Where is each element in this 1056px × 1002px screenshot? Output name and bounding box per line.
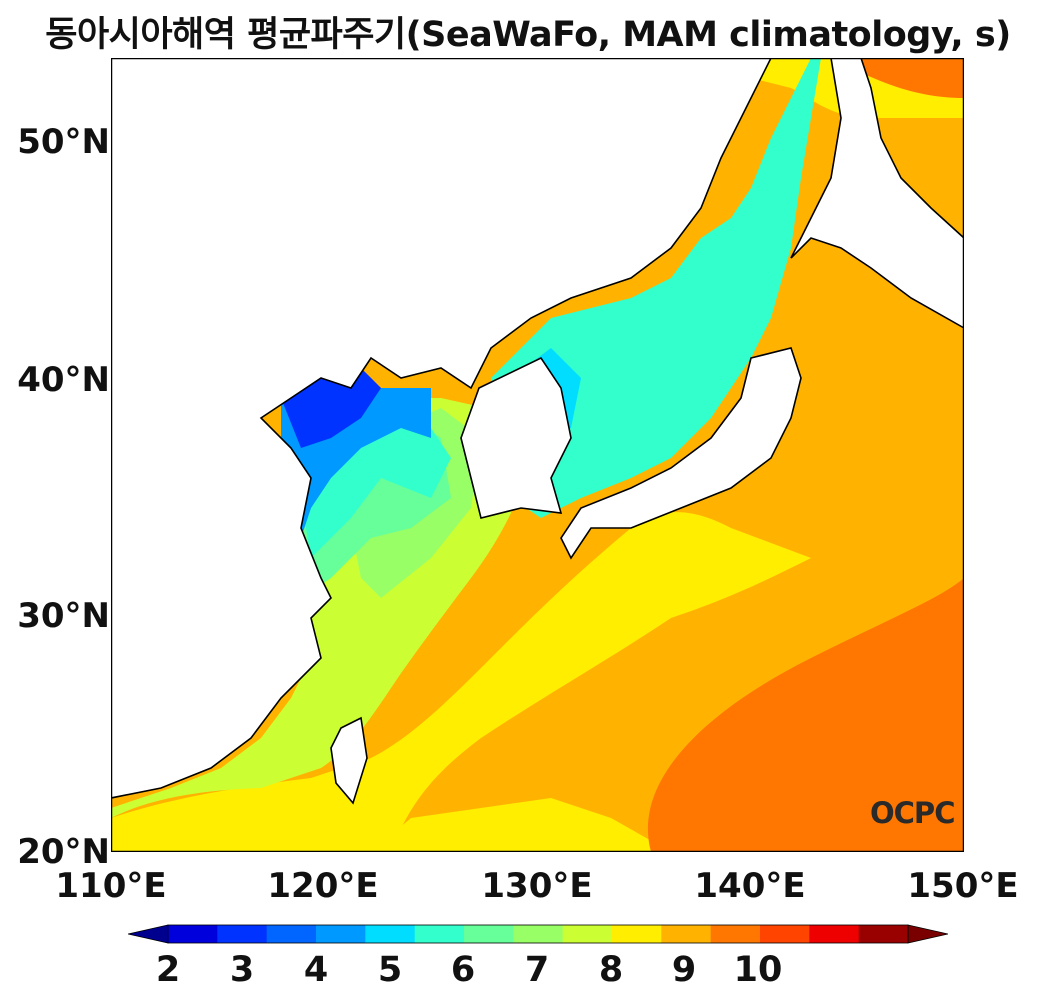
lon-tick-140: 140°E (694, 866, 806, 906)
colorbar-cell (809, 925, 860, 943)
colorbar-cell (858, 925, 909, 943)
map-title: 동아시아해역 평균파주기(SeaWaFo, MAM climatology, s… (45, 15, 1011, 55)
colorbar-label-2: 2 (155, 950, 181, 990)
colorbar-frame (167, 924, 909, 944)
colorbar-cell (266, 925, 317, 943)
lon-tick-110: 110°E (55, 866, 167, 906)
lat-tick-50: 50°N (17, 122, 110, 162)
colorbar-cell (217, 925, 268, 943)
colorbar-cell (612, 925, 662, 943)
wave-period-map (111, 58, 964, 852)
colorbar-cell (513, 925, 564, 943)
colorbar-label-7: 7 (524, 950, 550, 990)
colorbar-extend-min (128, 924, 169, 944)
colorbar-cell (464, 925, 514, 943)
colorbar-cell (168, 925, 218, 943)
colorbar-label-10: 10 (733, 950, 783, 990)
lon-tick-130: 130°E (481, 866, 593, 906)
lat-tick-30: 30°N (17, 596, 110, 636)
land-korean-peninsula (460, 356, 572, 519)
colorbar-cell (710, 925, 761, 943)
colorbar-cell (661, 925, 712, 943)
land-taiwan (330, 716, 368, 805)
colorbar-label-4: 4 (303, 950, 329, 990)
band-7s-south (371, 798, 671, 852)
colorbar-cell (760, 925, 810, 943)
ocpc-logo: OCPC (870, 796, 955, 830)
land-china-korea (111, 58, 772, 799)
colorbar-extend-max (907, 924, 948, 944)
colorbar-cell (316, 925, 366, 943)
colorbar-label-5: 5 (377, 950, 403, 990)
lat-tick-20: 20°N (17, 832, 110, 872)
land-sakhalin-hokkaido (790, 58, 964, 329)
lon-tick-150: 150°E (907, 866, 1019, 906)
colorbar-label-8: 8 (598, 950, 624, 990)
band-7s (111, 512, 811, 852)
colorbar-cell (365, 925, 416, 943)
lat-tick-40: 40°N (17, 360, 110, 400)
colorbar-label-6: 6 (450, 950, 476, 990)
band-85s-southeast (647, 578, 964, 852)
colorbar-cell (562, 925, 613, 943)
colorbar-cell (414, 925, 465, 943)
colorbar (128, 924, 948, 944)
lon-tick-120: 120°E (267, 866, 379, 906)
land-honshu (560, 347, 802, 560)
map-frame (111, 58, 964, 852)
colorbar-label-9: 9 (671, 950, 697, 990)
colorbar-label-3: 3 (229, 950, 255, 990)
